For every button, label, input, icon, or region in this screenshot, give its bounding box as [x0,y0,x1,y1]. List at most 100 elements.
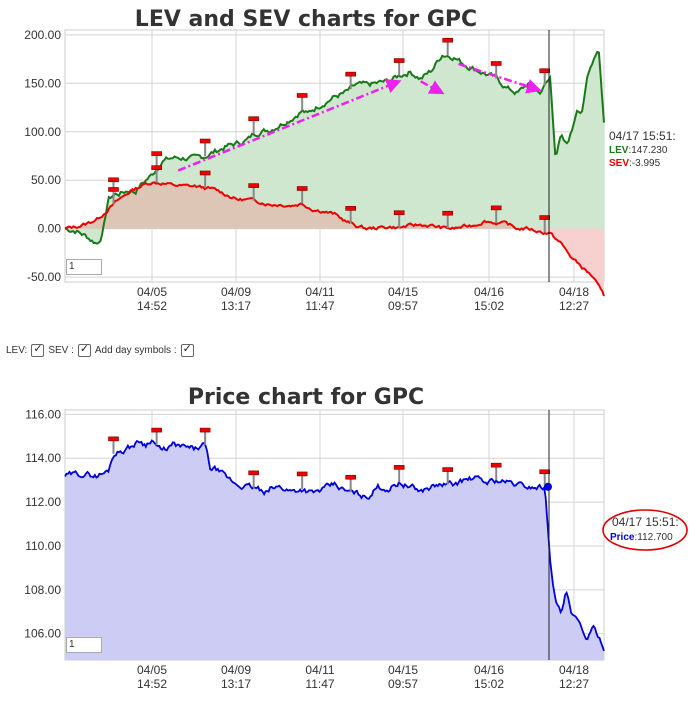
price-tooltip: 04/17 15:51: Price:112.700 [602,509,688,551]
sev-day-symbol-flag [151,165,162,170]
price-x-tick-label: 04/05 [137,663,167,677]
day-symbols-checkbox[interactable] [180,342,194,357]
trend-arrow [420,80,445,95]
chart-controls: LEV: SEV : Add day symbols : [6,342,194,357]
sev-area-fill-positive [65,182,604,229]
sev-day-symbol-flag [108,187,119,192]
lev-checkbox-label: LEV: [6,345,28,356]
lev-sev-tooltip: 04/17 15:51: LEV:147.230 SEV:-3.995 [609,129,676,169]
lev-day-symbol-flag [393,58,405,63]
sev-day-symbol-flag [248,183,259,188]
lev-day-symbol-flag [490,61,502,66]
lev-day-symbol-flag [199,138,211,144]
lev-sev-x-tick-label: 09:57 [388,299,418,313]
price-day-symbol-flag [108,436,119,442]
price-y-tick-label: 108.00 [24,583,61,597]
lev-sev-plot: 200.00 150.00 100.00 50.00 0.00 -50.00 04/0514… [24,28,605,313]
lev-tooltip-value: 147.230 [631,145,668,156]
svg-text:SEV:-3.995: SEV:-3.995 [609,158,661,169]
svg-text:LEV:147.230: LEV:147.230 [609,145,668,156]
lev-sev-x-tick-label: 11:47 [305,299,334,313]
lev-sev-y-tick-label: 200.00 [24,28,61,42]
lev-day-symbol-flag [248,116,259,122]
lev-series-line [65,50,605,245]
price-day-symbol-flag [442,467,453,472]
price-x-tick-label: 04/18 [559,663,589,677]
lev-sev-x-tick-label: 14:52 [137,299,167,313]
price-x-tick-label: 04/16 [474,663,504,677]
price-y-tick-label: 110.00 [25,539,61,553]
lev-sev-x-tick-label: 04/18 [559,285,589,299]
price-y-tick-label: 114.00 [25,451,61,465]
sev-day-symbol-flag [296,186,308,191]
price-day-symbol-flag [345,474,356,480]
sev-day-symbol-flag [393,210,405,216]
lev-sev-y-tick-label: 150.00 [24,76,61,90]
price-x-tick-label: 11:47 [305,677,334,691]
lev-day-symbol-flag [296,93,308,98]
lev-checkbox[interactable] [31,342,45,357]
price-x-tick-label: 15:02 [474,677,504,691]
lev-sev-x-tick-label: 15:02 [474,299,504,313]
lev-sev-x-tick-label: 04/05 [137,285,167,299]
price-plot: 116.00 114.00 112.00 110.00 108.00 106.00 04/0… [24,407,605,691]
price-x-tick-label: 12:27 [559,677,589,691]
price-day-symbol-flag [296,471,308,477]
price-day-symbol-flag [393,465,405,470]
price-day-symbol-flag [151,427,162,433]
sev-day-symbol-flag [490,205,502,211]
price-tooltip-time: 04/17 15:51: [612,515,679,529]
lev-day-symbol-flag [539,68,551,74]
price-cursor-point [544,482,552,491]
lev-sev-y-tick-label: -50.00 [27,270,61,284]
lev-sev-y-tick-label: 50.00 [31,173,61,187]
price-tooltip-highlight-circle [602,509,688,551]
price-tooltip-value: 112.700 [637,532,673,543]
sev-checkbox-label: SEV : [48,345,74,356]
lev-sev-y-tick-label: 0.00 [38,222,62,236]
price-chart-title: Price chart for GPC [188,385,424,410]
price-area-fill [65,440,604,660]
price-day-symbol-flag [199,427,211,433]
day-symbols-checkbox-label: Add day symbols : [94,345,177,356]
lev-day-symbol-flag [442,37,453,43]
sev-day-symbol-flag [345,206,356,211]
sev-day-symbol-flag [442,210,453,216]
price-x-tick-label: 04/15 [388,663,418,677]
lev-sev-x-tick-label: 04/09 [221,285,251,299]
sev-series-line [64,181,605,297]
sev-day-symbol-flag [539,215,551,220]
lev-sev-tooltip-time: 04/17 15:51: [609,129,676,143]
price-x-tick-label: 14:52 [137,677,167,691]
sev-tooltip-value: -3.995 [632,158,661,169]
sev-day-symbol-flag [199,170,211,176]
lev-sev-x-tick-label: 12:27 [559,299,589,313]
price-day-symbol-flag [539,469,551,475]
lev-day-symbol-flag [108,177,119,183]
trend-arrow [458,62,542,94]
price-x-tick-label: 04/11 [305,663,334,677]
svg-text:Price:112.700: Price:112.700 [610,532,673,543]
sev-checkbox[interactable] [77,342,91,357]
sev-tooltip-label: SEV [609,158,629,169]
price-y-tick-label: 116.00 [25,407,61,421]
price-x-tick-label: 13:17 [221,677,251,691]
lev-tooltip-label: LEV [609,145,629,156]
trend-arrow [177,79,402,172]
lev-sev-chart-title: LEV and SEV charts for GPC [135,7,477,32]
lev-sev-x-tick-label: 04/16 [474,285,504,299]
price-x-tick-label: 04/09 [221,663,251,677]
price-y-tick-label: 106.00 [24,627,61,641]
price-tooltip-label: Price [610,532,635,543]
price-day-symbol-flag [490,462,502,468]
lev-sev-x-tick-label: 13:17 [221,299,251,313]
lev-sev-y-tick-label: 100.00 [24,125,61,139]
price-day-symbol-flag [248,470,259,476]
price-day-input[interactable]: 1 [66,637,102,653]
lev-day-symbol-flag [345,71,356,77]
lev-sev-x-tick-label: 04/15 [388,285,418,299]
price-x-tick-label: 09:57 [388,677,418,691]
lev-day-symbol-flag [151,151,162,156]
lev-sev-day-input[interactable]: 1 [66,259,102,275]
